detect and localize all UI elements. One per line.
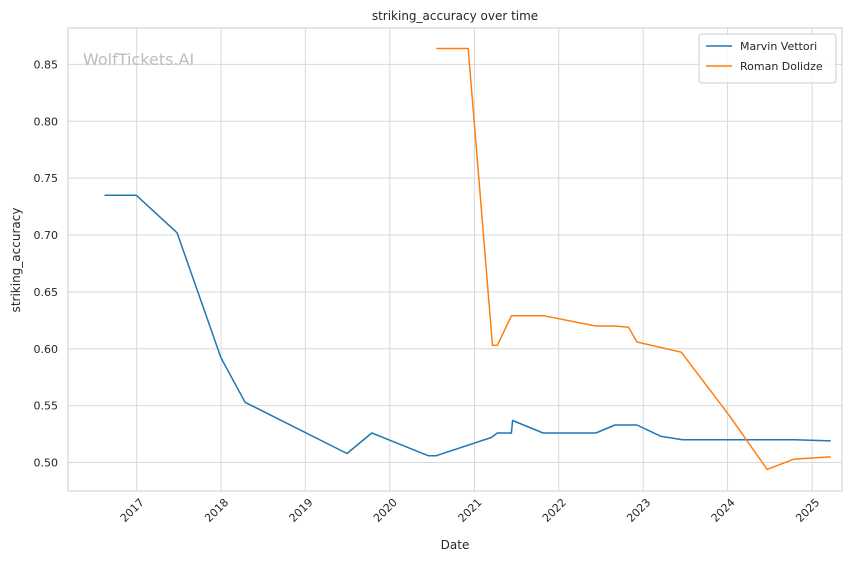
y-axis-label: striking_accuracy [9,208,23,313]
x-tick-label-2017: 2017 [118,496,147,525]
y-axis: 0.50 0.55 0.60 0.65 0.70 0.75 0.80 0.85 [34,58,59,469]
series-line-roman-dolidze [436,47,831,471]
legend: Marvin Vettori Roman Dolidze [698,33,837,84]
y-tick-label-0-55: 0.55 [34,400,59,413]
x-axis: 2017 2018 2019 2020 2021 2022 2023 2024 2025 [118,496,823,525]
legend-label-marvin-vettori: Marvin Vettori [740,40,817,53]
y-tick-label-0-50: 0.50 [34,457,59,470]
y-tick-label-0-80: 0.80 [34,115,59,128]
y-tick-label-0-85: 0.85 [34,58,59,71]
x-tick-label-2020: 2020 [371,496,400,525]
x-tick-label-2019: 2019 [287,496,316,525]
x-tick-label-2021: 2021 [456,496,485,525]
x-tick-label-2018: 2018 [202,496,231,525]
y-tick-label-0-65: 0.65 [34,286,59,299]
y-tick-label-0-75: 0.75 [34,172,59,185]
series-line-marvin-vettori [104,194,831,457]
x-tick-label-2024: 2024 [709,496,738,525]
y-tick-label-0-60: 0.60 [34,343,59,356]
plot-frame [67,27,843,492]
x-axis-label: Date [441,538,470,552]
legend-box [698,33,837,84]
x-tick-label-2022: 2022 [540,496,569,525]
watermark: WolfTickets.AI [83,50,194,69]
y-tick-label-0-70: 0.70 [34,229,59,242]
grid [68,28,842,491]
legend-label-roman-dolidze: Roman Dolidze [740,60,823,73]
x-tick-label-2025: 2025 [793,496,822,525]
series-layer [104,47,831,471]
chart-title: striking_accuracy over time [372,9,538,23]
x-tick-label-2023: 2023 [624,496,653,525]
